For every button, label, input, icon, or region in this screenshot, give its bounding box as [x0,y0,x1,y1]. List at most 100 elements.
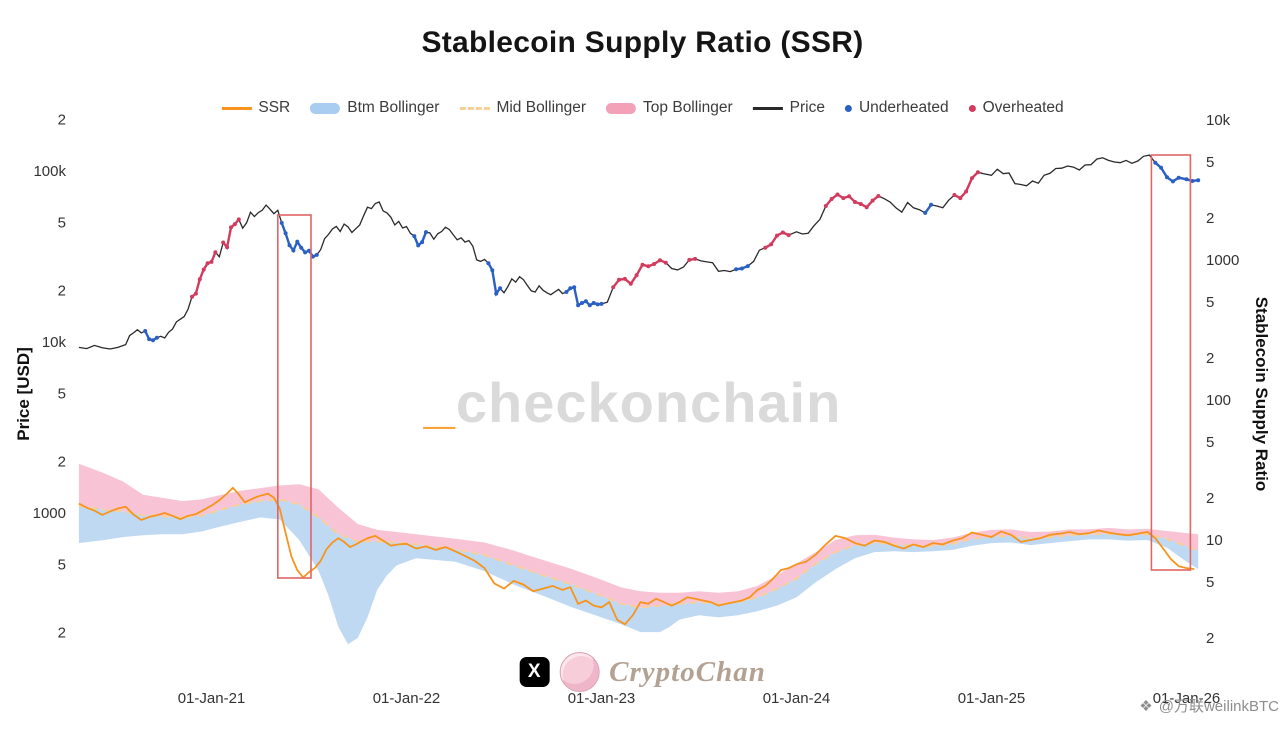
underheated-segment-marker [1165,175,1169,180]
overheated-segment-marker [213,250,218,255]
overheated-segment-marker [853,200,857,204]
overheated-segment-marker [975,170,980,175]
legend-swatch-top-bollinger [606,102,637,114]
underheated-segment-marker [591,301,596,305]
underheated-segment-marker [416,243,421,248]
underheated-segment-marker [143,329,148,333]
overheated-segment-marker [209,259,214,264]
underheated-segment-marker [151,338,155,343]
legend-item-underheated[interactable]: Underheated [844,99,949,117]
overheated-segment-marker [663,260,668,265]
underheated-segment-marker [314,252,319,257]
x-axis-tick: 01-Jan-22 [373,690,441,707]
underheated-segment-marker [486,261,491,266]
overheated-segment-marker [190,294,194,299]
left-axis-tick: 2 [58,283,66,300]
underheated-segment-marker [564,290,569,294]
overheated-segment-marker [221,240,226,245]
overheated-segment-marker [958,196,963,201]
underheated-segment-marker [303,250,308,255]
watermark-text: checkonchain [455,371,842,434]
underheated-segment-marker [1153,160,1158,165]
overheated-segment-marker [229,225,233,230]
right-axis-tick: 5 [1206,434,1214,451]
legend-swatch-btm-bollinger [310,102,341,114]
overheated-segment-marker [870,198,875,203]
overheated-segment-marker [646,264,651,269]
right-axis-tick: 2 [1206,350,1214,367]
underheated-segment-marker [568,286,573,291]
underheated-segment-marker [420,240,425,245]
underheated-segment-marker [287,243,292,248]
overheated-segment-marker [611,285,616,290]
underheated-segment-marker [490,268,495,273]
underheated-segment [1154,161,1199,183]
overheated-segment-marker [769,242,774,247]
overheated-segment-marker [634,273,639,278]
footer-branding: X CryptoChan [519,652,766,692]
underheated-segment-marker [1190,179,1195,183]
overheated-segment-marker [232,222,237,227]
legend-swatch-price [752,106,783,110]
overheated-segment-marker [658,258,662,263]
underheated-segment-marker [595,302,600,307]
legend-swatch-underheated [844,104,852,112]
underheated-segment-marker [412,234,417,239]
left-axis-tick: 10k [42,334,67,351]
underheated-segment-marker [1196,178,1201,183]
overheated-segment-marker [964,189,969,194]
underheated-segment-marker [307,248,311,253]
right-axis-title: Stablecoin Supply Ratio [1252,296,1271,492]
legend-item-top-bollinger[interactable]: Top Bollinger [606,99,733,117]
overheated-segment-marker [640,262,645,267]
legend-item-mid-bollinger[interactable]: Mid Bollinger [459,99,586,117]
legend-label: Overheated [982,99,1064,116]
legend-label: SSR [258,99,291,116]
underheated-segment [144,330,158,342]
author-handle: ❖ @万联weilinkBTC [1139,695,1279,716]
overheated-segment-marker [864,205,869,210]
cryptochan-brand: CryptoChan [609,655,766,688]
legend-label: Underheated [858,99,949,116]
legend-item-ssr[interactable]: SSR [221,99,290,117]
overheated-segment [612,258,667,289]
right-axis-tick: 10 [1206,532,1223,549]
overheated-segment-marker [617,277,621,282]
x-twitter-icon: X [519,657,550,687]
legend-label: Top Bollinger [643,99,733,116]
underheated-segment-marker [283,231,288,236]
overheated-segment-marker [763,245,768,250]
legend-swatch-ssr [221,106,252,110]
legend-item-btm-bollinger[interactable]: Btm Bollinger [310,99,439,117]
chart-legend: SSR Btm Bollinger Mid Bollinger Top Bolling… [221,99,1064,117]
underheated-segment-marker [310,254,315,259]
legend-item-overheated[interactable]: Overheated [968,99,1064,117]
x-axis-tick: 01-Jan-25 [958,690,1026,707]
underheated-segment [413,231,428,248]
overheated-segment-marker [201,267,206,272]
price-line [78,154,1199,350]
underheated-segment-marker [734,267,739,272]
overheated-segment [191,251,217,298]
right-axis-tick: 100 [1206,392,1231,409]
highlight-box-1 [276,214,312,579]
underheated-segment-marker [279,220,284,225]
right-axis-tick: 5 [1206,154,1214,171]
overheated-segment-marker [829,197,834,201]
overheated-segment [953,171,979,200]
legend-label: Mid Bollinger [496,99,587,116]
underheated-segment-marker [299,245,304,250]
x-axis-tick: 01-Jan-23 [568,690,636,707]
overheated-segment-marker [687,257,692,262]
underheated-segment-marker [147,337,152,342]
overheated-segment-marker [970,176,974,181]
underheated-segment-marker [295,239,300,244]
underheated-segment-marker [154,335,159,340]
underheated-segment-marker [291,248,296,253]
underheated-segment-marker [1176,175,1181,180]
legend-item-price[interactable]: Price [752,99,825,117]
overheated-segment-marker [197,277,202,282]
ssr-line [78,486,1195,626]
overheated-segment-marker [841,196,846,201]
